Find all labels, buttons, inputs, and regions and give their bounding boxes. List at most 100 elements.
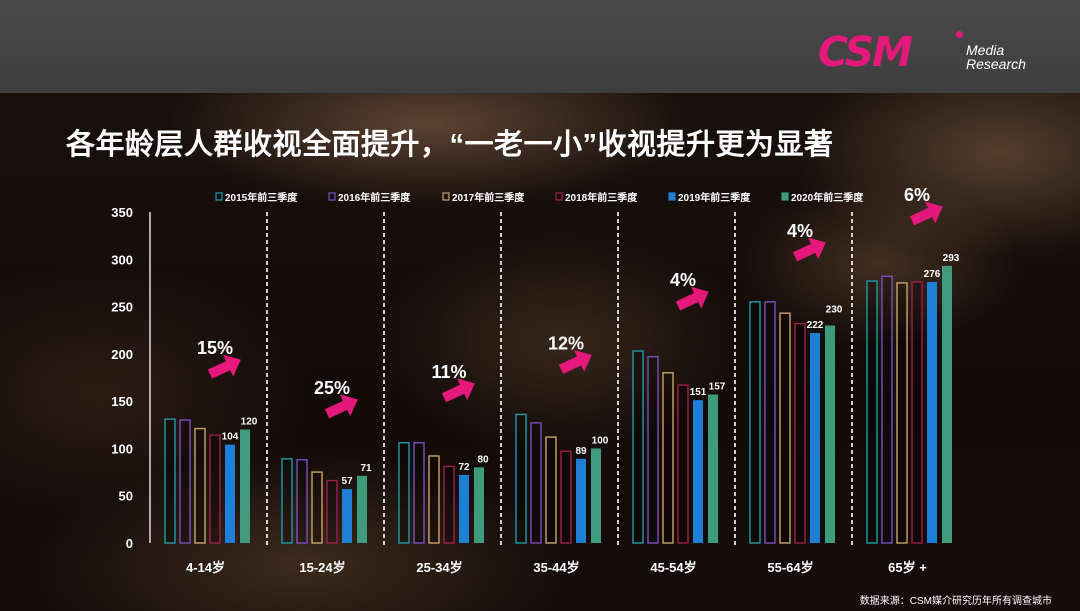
y-tick-0: 0 [126,536,133,551]
bar-3-4 [443,465,455,544]
bar-7-5 [927,281,937,543]
x-axis-categories: 4-14岁 15-24岁 25-34岁 35-44岁 45-54岁 55-64岁 65岁 + [186,560,927,575]
legend-label-1: 2015年前三季度 [225,191,298,204]
data-source-note: 数据来源：CSM媒介研究历年所有调查城市 [859,596,1052,607]
x-category-6: 55-64岁 [767,560,813,575]
bar-3-6 [474,467,484,543]
bar-5-4 [677,384,689,544]
data-label-7-6: 293 [943,253,960,264]
bar-1-4 [209,434,221,544]
legend-label-6: 2020年前三季度 [791,191,864,204]
legend-swatch-2 [328,192,336,201]
bar-3-5 [459,474,469,543]
growth-label-3: 11% [431,362,466,382]
x-category-7: 65岁 + [888,560,927,575]
x-category-1: 4-14岁 [186,560,225,575]
slide-title: 各年龄层人群收视全面提升，“一老一小”收视提升更为显著 [66,129,834,161]
logo-dot [956,31,963,38]
data-label-3-6: 80 [477,454,489,465]
chart-legend: 2015年前三季度 2016年前三季度 2017年前三季度 2018年前三季度 2019… [215,191,864,204]
x-category-4: 35-44岁 [533,560,579,575]
bar-5-2 [647,355,659,544]
data-label-4-6: 100 [592,435,609,446]
bar-1-1 [164,418,176,544]
logo-mark: CSM [818,28,913,76]
bar-3-2 [413,442,425,544]
bar-4-1 [515,413,527,544]
bar-1-2 [179,419,191,544]
bars [164,265,952,544]
bar-2-6 [357,475,367,543]
bar-2-3 [311,471,323,544]
y-tick-250: 250 [111,300,133,315]
bar-4-2 [530,422,542,544]
bar-5-3 [662,372,674,544]
data-label-1-6: 120 [241,417,258,428]
bar-5-1 [632,350,644,544]
bar-1-3 [194,427,206,544]
growth-label-5: 4% [670,270,696,290]
legend-swatch-6 [781,192,789,201]
bar-6-4 [794,322,806,544]
bar-6-2 [764,301,776,544]
bar-3-3 [428,455,440,544]
y-tick-350: 350 [111,205,133,220]
data-label-5-6: 157 [709,382,726,393]
legend-swatch-5 [668,192,676,201]
data-label-3-5: 72 [458,462,470,473]
bar-5-5 [693,400,703,543]
bar-1-5 [225,444,235,543]
bar-4-3 [545,436,557,544]
y-axis: 0 50 100 150 200 250 300 350 [111,205,151,551]
growth-arrow-icon-2 [324,394,358,419]
y-tick-200: 200 [111,347,133,362]
group-separators [266,212,853,545]
logo-text-research: Research [966,56,1026,72]
data-label-5-5: 151 [690,387,707,398]
bar-7-1 [866,280,878,544]
data-label-4-5: 89 [575,446,587,457]
x-category-2: 15-24岁 [299,560,345,575]
growth-label-1: 15% [197,338,233,358]
legend-label-4: 2018年前三季度 [565,191,638,204]
growth-arrow-icon-3 [441,378,475,403]
growth-annotations: 15% 25% 11% 12% 4% 4% 6% [197,185,943,419]
header-band [0,0,1080,93]
data-label-7-5: 276 [924,269,941,280]
bar-7-4 [911,281,923,544]
data-label-6-5: 222 [807,320,824,331]
logo-text-media: Media [966,42,1005,58]
bar-7-3 [896,282,908,544]
legend-label-5: 2019年前三季度 [678,191,751,204]
y-tick-50: 50 [119,489,133,504]
bar-2-5 [342,489,352,543]
y-tick-300: 300 [111,252,133,267]
data-label-2-6: 71 [360,463,372,474]
growth-arrow-icon-1 [207,354,241,379]
growth-arrow-icon-4 [558,350,592,374]
bar-6-3 [779,312,791,544]
growth-label-2: 25% [314,378,350,398]
bar-5-6 [708,394,718,543]
growth-arrow-icon-6 [792,237,826,262]
data-label-1-5: 104 [222,432,239,443]
growth-arrow-icon-5 [675,286,709,311]
bar-3-1 [398,442,410,544]
legend-swatch-4 [555,192,563,201]
growth-label-7: 6% [904,185,930,205]
x-category-3: 25-34岁 [416,560,462,575]
data-label-2-5: 57 [341,476,353,487]
bar-4-4 [560,450,572,544]
bar-4-5 [576,458,586,543]
bar-7-6 [942,265,952,543]
bar-6-1 [749,301,761,544]
bar-1-6 [240,429,250,543]
bar-4-6 [591,448,601,543]
growth-label-4: 12% [548,333,584,353]
data-label-6-6: 230 [826,304,843,315]
legend-swatch-3 [442,192,450,201]
bar-6-6 [825,325,835,543]
growth-arrow-icon-7 [909,201,943,226]
